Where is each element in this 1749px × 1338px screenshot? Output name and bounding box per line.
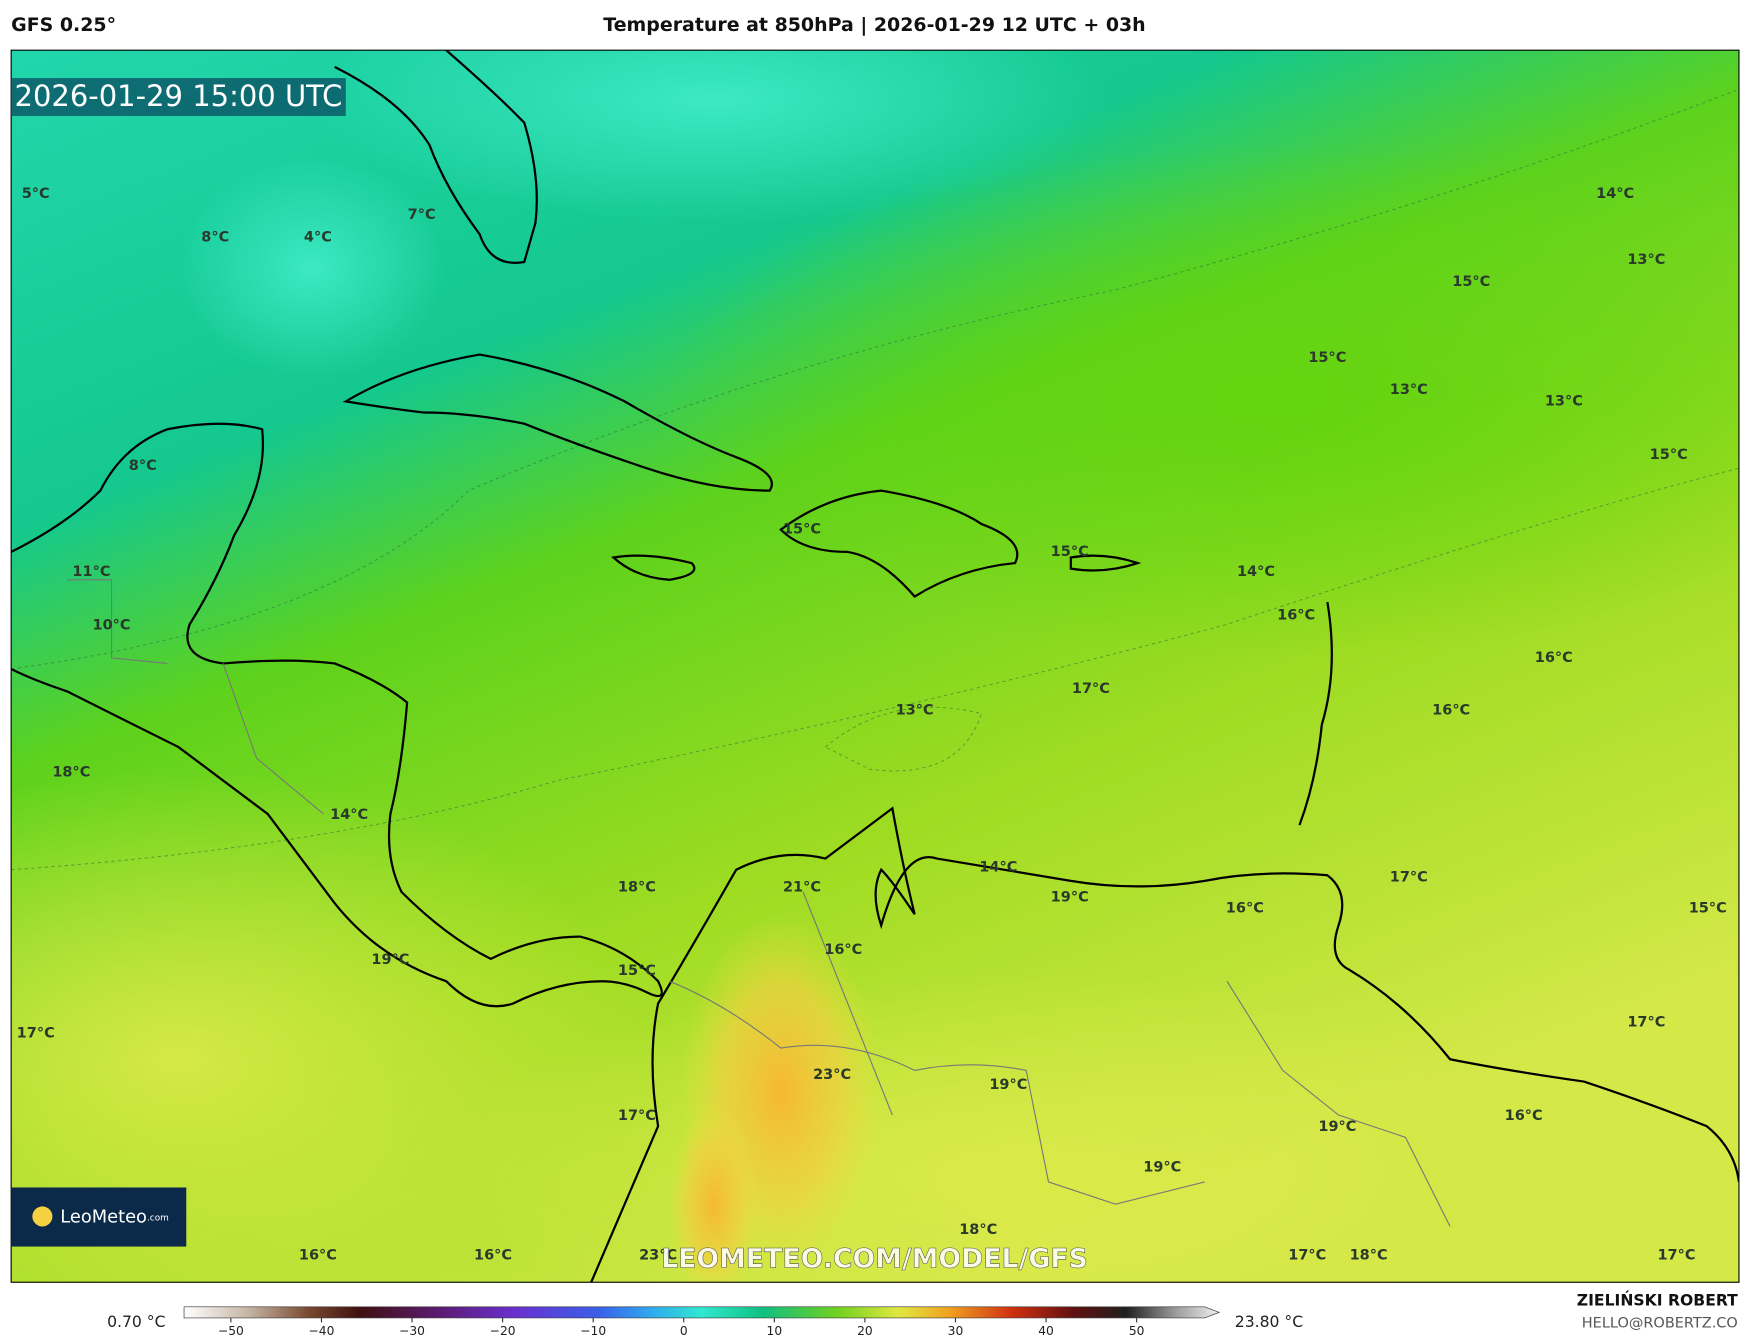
temperature-label: 17°C	[1627, 1014, 1665, 1030]
coastline	[334, 50, 538, 264]
temperature-label: 17°C	[1657, 1247, 1695, 1263]
temperature-label: 18°C	[618, 880, 656, 896]
author: ZIELIŃSKI ROBERT	[1577, 1291, 1738, 1310]
coastline	[342, 353, 773, 492]
valid-time: 2026-01-29 15:00 UTC	[15, 79, 343, 113]
temperature-label: 17°C	[17, 1026, 55, 1042]
temperature-label: 16°C	[1432, 702, 1470, 718]
temperature-label: 15°C	[1650, 447, 1688, 463]
temperature-label: 18°C	[1350, 1247, 1388, 1263]
map-frame	[10, 49, 1740, 1283]
temperature-label: 17°C	[1072, 681, 1110, 697]
isotherm	[824, 706, 983, 772]
temperature-label: 16°C	[1535, 650, 1573, 666]
temperature-label: 16°C	[1226, 901, 1264, 917]
colorbar-tick-label: −40	[309, 1324, 335, 1338]
temperature-label: 19°C	[371, 952, 409, 968]
temperature-label: 14°C	[330, 807, 368, 823]
colorbar-tick-label: 10	[767, 1324, 783, 1338]
temperature-label: 15°C	[783, 522, 821, 538]
temperature-label: 16°C	[1277, 607, 1315, 623]
temperature-label: 5°C	[22, 186, 50, 202]
coastline	[11, 422, 663, 1008]
temperature-label: 13°C	[1627, 252, 1665, 268]
temperature-label: 17°C	[1288, 1247, 1326, 1263]
temperature-label: 19°C	[1051, 890, 1089, 906]
contact: HELLO@ROBERTZ.CO	[1582, 1316, 1738, 1332]
temperature-label: 19°C	[989, 1077, 1027, 1093]
field	[658, 145, 1739, 658]
temperature-label: 16°C	[1505, 1108, 1543, 1124]
logo-sun	[32, 1206, 53, 1227]
temperature-label: 7°C	[408, 207, 436, 223]
warm-field	[312, 50, 1116, 223]
colorbar-tick-label: −30	[399, 1324, 425, 1338]
temperature-labels: 5°C 8°C 4°C 7°C 14°C 13°C 15°C 15°C 13°C 13°C 15°C…	[17, 186, 1727, 1263]
temperature-label: 23°C	[813, 1067, 851, 1083]
temperature-label: 17°C	[618, 1108, 656, 1124]
temperature-label: 19°C	[1143, 1159, 1181, 1175]
temperature-label: 15°C	[1689, 901, 1727, 917]
map-title: Temperature at 850hPa | 2026-01-29 12 UT…	[603, 14, 1145, 36]
temperature-label: 13°C	[1545, 393, 1583, 409]
temperature-label: 15°C	[1051, 544, 1089, 560]
temperature-label: 18°C	[959, 1222, 997, 1238]
temperature-label: 13°C	[1390, 382, 1428, 398]
temperature-label: 8°C	[201, 229, 229, 245]
logo-name: LeoMeteo	[60, 1207, 147, 1228]
temperature-label: 10°C	[93, 618, 131, 634]
coastline	[779, 489, 1019, 598]
temperature-label: 15°C	[1308, 350, 1346, 366]
temperature-label: 13°C	[896, 702, 934, 718]
colorbar-tick-label: 20	[857, 1324, 873, 1338]
cold-field	[178, 156, 447, 380]
temperature-label: 14°C	[1596, 186, 1634, 202]
colorbar-tick-label: 30	[948, 1324, 964, 1338]
colorbar-tick-label: −10	[580, 1324, 606, 1338]
coastline	[590, 806, 1739, 1283]
coastline	[1069, 554, 1142, 572]
colorbar-ticks: −50 −40 −30 −20 −10 0 10 20 30 40 50	[218, 1317, 1145, 1338]
temperature-label: 14°C	[979, 859, 1017, 875]
temperature-label: 16°C	[299, 1247, 337, 1263]
temperature-label: 15°C	[1452, 274, 1490, 290]
temperature-label: 18°C	[52, 765, 90, 781]
temperature-label: 17°C	[1390, 870, 1428, 886]
temperature-label: 16°C	[824, 942, 862, 958]
temperature-label: 8°C	[129, 458, 157, 474]
temperature-label: 19°C	[1318, 1119, 1356, 1135]
temperature-label: 4°C	[304, 229, 332, 245]
colorbar-max: 23.80 °C	[1235, 1313, 1303, 1331]
colorbar-min: 0.70 °C	[107, 1313, 166, 1331]
colorbar-tick-label: 0	[680, 1324, 688, 1338]
colorbar-tick-label: 40	[1038, 1324, 1054, 1338]
isotherm	[11, 88, 1739, 670]
andes-field	[669, 1103, 759, 1283]
temperature-label: 14°C	[1237, 564, 1275, 580]
colorbar-tick-label: 50	[1129, 1324, 1145, 1338]
coastline	[611, 554, 696, 581]
colorbar-tick-label: −50	[218, 1324, 244, 1338]
logo-suffix: .com	[147, 1213, 169, 1223]
isotherm	[11, 467, 1739, 871]
temperature-label: 11°C	[72, 564, 110, 580]
colorbar-tick-label: −20	[490, 1324, 516, 1338]
watermark: LEOMETEO.COM/MODEL/GFS	[661, 1243, 1088, 1274]
temperature-label: 16°C	[474, 1247, 512, 1263]
country-border	[66, 579, 1451, 1227]
time-box	[11, 78, 346, 116]
temperature-label: 23°C	[639, 1247, 677, 1263]
logo: LeoMeteo.com	[60, 1207, 169, 1228]
colorbar	[183, 1306, 1221, 1319]
model-name: GFS 0.25°	[11, 14, 116, 36]
temperature-label: 21°C	[783, 880, 821, 896]
island-arc	[1298, 601, 1333, 826]
temperature-label: 15°C	[618, 963, 656, 979]
